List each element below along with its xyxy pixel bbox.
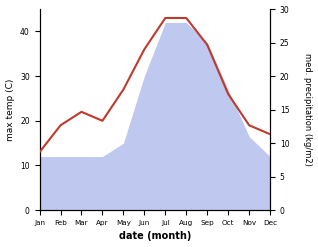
Y-axis label: med. precipitation (kg/m2): med. precipitation (kg/m2): [303, 53, 313, 166]
Y-axis label: max temp (C): max temp (C): [5, 79, 15, 141]
X-axis label: date (month): date (month): [119, 231, 191, 242]
